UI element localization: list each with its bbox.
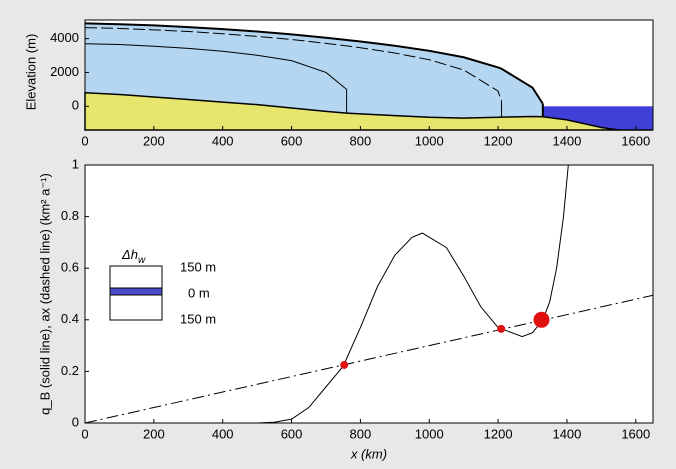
ice-fill	[85, 23, 543, 119]
y-tick-label: 0	[72, 98, 79, 113]
x-tick-label: 400	[212, 426, 234, 441]
surface-line	[84, 22, 544, 105]
legend-title-main: Δh	[121, 247, 138, 262]
legend-title: Δhw	[121, 247, 146, 265]
axes-frame	[84, 19, 654, 131]
x-tick-label: 600	[281, 133, 303, 148]
legend-label: 150 m	[180, 311, 216, 326]
x-tick-label: 800	[350, 426, 372, 441]
surface-line	[84, 27, 503, 102]
y-tick-label: 2000	[50, 64, 79, 79]
x-tick-label: 1600	[621, 426, 650, 441]
y-tick-label: 0.6	[61, 260, 79, 275]
x-tick-label: 1000	[415, 426, 444, 441]
x-tick-label: 200	[143, 426, 165, 441]
surface-line	[84, 43, 347, 90]
marker	[533, 311, 550, 328]
plot-area	[85, 165, 653, 423]
x-tick-label: 0	[81, 426, 88, 441]
bed	[84, 91, 653, 131]
x-tick-label: 200	[143, 133, 165, 148]
x-tick-label: 600	[281, 426, 303, 441]
marker	[340, 360, 349, 369]
y-tick-label: 1	[72, 156, 79, 171]
x-axis-label: x (km)	[350, 446, 387, 461]
y-tick-label: 0.2	[61, 363, 79, 378]
legend-label: 0 m	[188, 285, 210, 300]
y-axis-label: q_B (solid line), ax (dashed line) (km² …	[37, 173, 52, 415]
marker	[497, 324, 506, 333]
x-tick-label: 800	[350, 133, 372, 148]
axes-frame	[84, 164, 654, 424]
y-axis-label: Elevation (m)	[23, 34, 38, 111]
x-tick-label: 1400	[552, 426, 581, 441]
legend-label: 150 m	[180, 259, 216, 274]
y-tick-label: 0.8	[61, 208, 79, 223]
x-tick-label: 1400	[552, 133, 581, 148]
x-tick-label: 0	[81, 133, 88, 148]
series-line	[84, 294, 654, 424]
y-tick-label: 4000	[50, 30, 79, 45]
legend-swatch	[109, 287, 163, 296]
x-tick-label: 1200	[484, 426, 513, 441]
x-tick-label: 1000	[415, 133, 444, 148]
legend-title-sub: w	[138, 255, 146, 266]
y-tick-label: 0	[72, 414, 79, 429]
x-tick-label: 1600	[621, 133, 650, 148]
x-tick-label: 1200	[484, 133, 513, 148]
x-tick-label: 400	[212, 133, 234, 148]
y-tick-label: 0.4	[61, 311, 79, 326]
